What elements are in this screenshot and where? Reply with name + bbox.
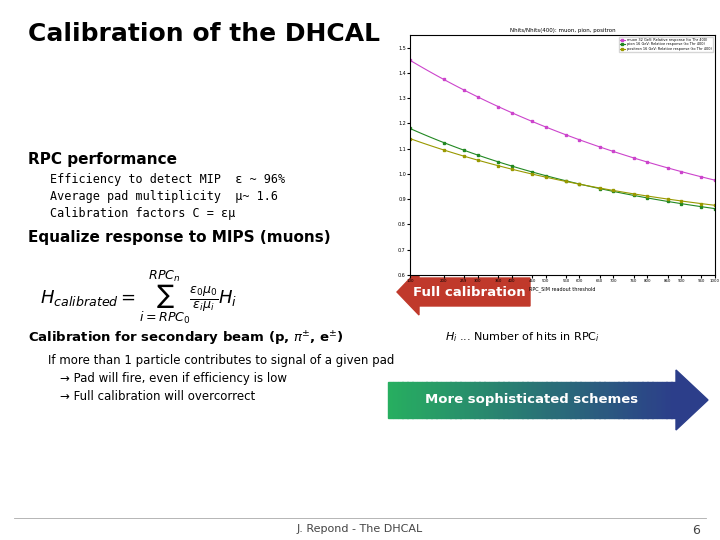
- Bar: [518, 382, 523, 418]
- Text: Simulation: Simulation: [608, 180, 682, 194]
- Legend: muon 32 GeV: Relative response (to Thr 400), pion 16 GeV: Relative response (to : muon 32 GeV: Relative response (to Thr 4…: [619, 37, 714, 52]
- Bar: [647, 382, 652, 418]
- Bar: [618, 382, 624, 418]
- Title: Nhits/Nhits(400): muon, pion, positron: Nhits/Nhits(400): muon, pion, positron: [510, 28, 616, 33]
- Text: → Pad will fire, even if efficiency is low: → Pad will fire, even if efficiency is l…: [60, 372, 287, 385]
- Bar: [657, 382, 662, 418]
- Bar: [489, 382, 494, 418]
- Bar: [474, 382, 480, 418]
- Bar: [671, 382, 677, 418]
- Bar: [417, 382, 422, 418]
- Bar: [590, 382, 595, 418]
- Bar: [638, 382, 643, 418]
- Bar: [412, 382, 418, 418]
- Text: → Full calibration will overcorrect: → Full calibration will overcorrect: [60, 390, 256, 403]
- Text: J. Repond - The DHCAL: J. Repond - The DHCAL: [297, 524, 423, 534]
- Bar: [397, 382, 403, 418]
- Text: Equalize response to MIPS (muons): Equalize response to MIPS (muons): [28, 230, 330, 245]
- X-axis label: RPC_SIM readout threshold: RPC_SIM readout threshold: [529, 286, 595, 292]
- Bar: [388, 382, 393, 418]
- Bar: [537, 382, 542, 418]
- Bar: [613, 382, 619, 418]
- Bar: [642, 382, 648, 418]
- Bar: [494, 382, 499, 418]
- Bar: [426, 382, 432, 418]
- Bar: [393, 382, 398, 418]
- Bar: [513, 382, 518, 418]
- Bar: [523, 382, 528, 418]
- Bar: [556, 382, 562, 418]
- Bar: [451, 382, 456, 418]
- Bar: [460, 382, 465, 418]
- Bar: [469, 382, 475, 418]
- Bar: [575, 382, 580, 418]
- Bar: [604, 382, 609, 418]
- Bar: [624, 382, 629, 418]
- Text: Calibration factors C = εμ: Calibration factors C = εμ: [50, 207, 235, 220]
- Bar: [595, 382, 600, 418]
- Text: Calibration of the DHCAL: Calibration of the DHCAL: [28, 22, 380, 46]
- Bar: [508, 382, 513, 418]
- Bar: [480, 382, 485, 418]
- Bar: [652, 382, 657, 418]
- Text: 6: 6: [692, 524, 700, 537]
- Text: Full calibration: Full calibration: [413, 286, 526, 299]
- Bar: [585, 382, 590, 418]
- Bar: [667, 382, 672, 418]
- Bar: [503, 382, 508, 418]
- Bar: [455, 382, 461, 418]
- Bar: [662, 382, 667, 418]
- Text: Average pad multiplicity  μ~ 1.6: Average pad multiplicity μ~ 1.6: [50, 190, 278, 203]
- FancyArrow shape: [397, 269, 530, 315]
- Bar: [431, 382, 436, 418]
- Bar: [498, 382, 504, 418]
- Text: If more than 1 particle contributes to signal of a given pad: If more than 1 particle contributes to s…: [48, 354, 395, 367]
- Bar: [566, 382, 571, 418]
- Bar: [561, 382, 566, 418]
- Bar: [599, 382, 605, 418]
- Bar: [633, 382, 638, 418]
- Bar: [402, 382, 408, 418]
- Polygon shape: [676, 370, 708, 430]
- Bar: [628, 382, 634, 418]
- Bar: [609, 382, 614, 418]
- Bar: [527, 382, 533, 418]
- Bar: [446, 382, 451, 418]
- Bar: [570, 382, 576, 418]
- Bar: [408, 382, 413, 418]
- Bar: [441, 382, 446, 418]
- Text: RPC performance: RPC performance: [28, 152, 177, 167]
- Bar: [532, 382, 537, 418]
- Text: More sophisticated schemes: More sophisticated schemes: [426, 394, 639, 407]
- Text: Calibration for secondary beam (p, $\pi^{\pm}$, e$^{\pm}$): Calibration for secondary beam (p, $\pi^…: [28, 330, 343, 348]
- Text: $H_i$ ... Number of hits in RPC$_i$: $H_i$ ... Number of hits in RPC$_i$: [445, 330, 600, 344]
- Bar: [552, 382, 557, 418]
- Bar: [436, 382, 441, 418]
- Bar: [541, 382, 547, 418]
- Bar: [422, 382, 427, 418]
- Text: $H_{calibrated} = \sum_{i=RPC_0}^{RPC_n} \frac{\varepsilon_0\mu_0}{\varepsilon_i: $H_{calibrated} = \sum_{i=RPC_0}^{RPC_n}…: [40, 268, 238, 326]
- Bar: [465, 382, 470, 418]
- Bar: [580, 382, 585, 418]
- Bar: [484, 382, 490, 418]
- Text: Efficiency to detect MIP  ε ~ 96%: Efficiency to detect MIP ε ~ 96%: [50, 173, 285, 186]
- Bar: [546, 382, 552, 418]
